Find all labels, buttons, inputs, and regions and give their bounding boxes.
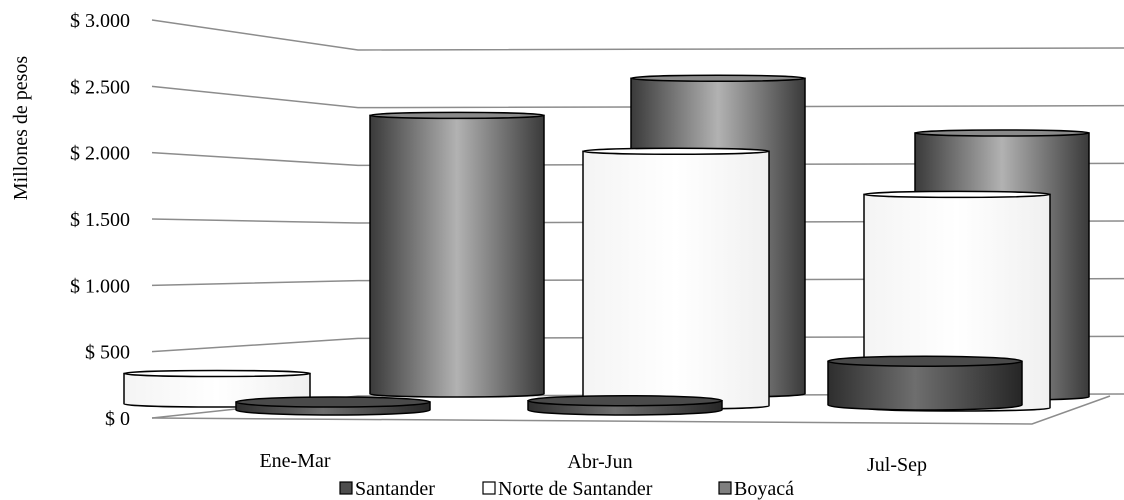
y-tick-label: $ 500 bbox=[85, 342, 130, 364]
cylinder-bars bbox=[123, 74, 1090, 416]
y-tick-label: $ 3.000 bbox=[70, 10, 130, 32]
legend-label: Santander bbox=[355, 478, 435, 500]
cylinder-body bbox=[582, 150, 770, 410]
x-category-label: Jul-Sep bbox=[867, 454, 927, 476]
y-tick-label: $ 2.000 bbox=[70, 143, 130, 165]
cylinder-bar bbox=[527, 394, 723, 416]
cylinder-body bbox=[827, 360, 1023, 411]
cylinder-cap bbox=[863, 190, 1051, 199]
cylinder-cap bbox=[235, 396, 431, 408]
x-category-label: Ene-Mar bbox=[259, 450, 330, 472]
cylinder-cap bbox=[369, 111, 545, 120]
gridline bbox=[151, 151, 1124, 167]
legend-swatch bbox=[482, 481, 496, 495]
floor-edge bbox=[151, 395, 1111, 425]
gridline bbox=[151, 85, 1124, 109]
y-axis-title: Millones de pesos bbox=[10, 56, 32, 201]
gridline bbox=[151, 19, 1124, 51]
x-category-label: Abr-Jun bbox=[567, 451, 632, 473]
legend: Santander Norte de Santander Boyacá bbox=[339, 478, 794, 500]
cylinder-bar bbox=[827, 355, 1023, 411]
legend-swatch bbox=[718, 481, 732, 495]
legend-label: Norte de Santander bbox=[498, 478, 653, 500]
cylinder-cap bbox=[582, 147, 770, 156]
cylinder-bar bbox=[369, 111, 545, 398]
y-tick-label: $ 1.000 bbox=[70, 275, 130, 297]
cylinder-cap bbox=[914, 129, 1090, 137]
legend-label: Boyacá bbox=[734, 478, 794, 500]
cylinder-cap bbox=[123, 369, 311, 378]
y-tick-label: $ 1.500 bbox=[70, 209, 130, 231]
cylinder-cap bbox=[527, 394, 723, 407]
cylinder-cap bbox=[827, 355, 1023, 367]
chart-floor bbox=[151, 395, 1111, 425]
x-axis-category-labels: Ene-Mar Abr-Jun Jul-Sep bbox=[259, 450, 927, 476]
cylinder-bar bbox=[235, 396, 431, 416]
y-axis-tick-labels: $ 0 $ 500 $ 1.000 $ 1.500 $ 2.000 $ 2.500 $ 3.… bbox=[70, 10, 130, 430]
legend-swatch bbox=[339, 481, 353, 495]
cylinder-bar bbox=[582, 147, 770, 410]
cylinder-body bbox=[369, 114, 545, 398]
cylinder-cap bbox=[630, 74, 806, 83]
gridlines bbox=[151, 19, 1124, 419]
y-tick-label: $ 2.500 bbox=[70, 76, 130, 98]
y-tick-label: $ 0 bbox=[105, 408, 130, 430]
